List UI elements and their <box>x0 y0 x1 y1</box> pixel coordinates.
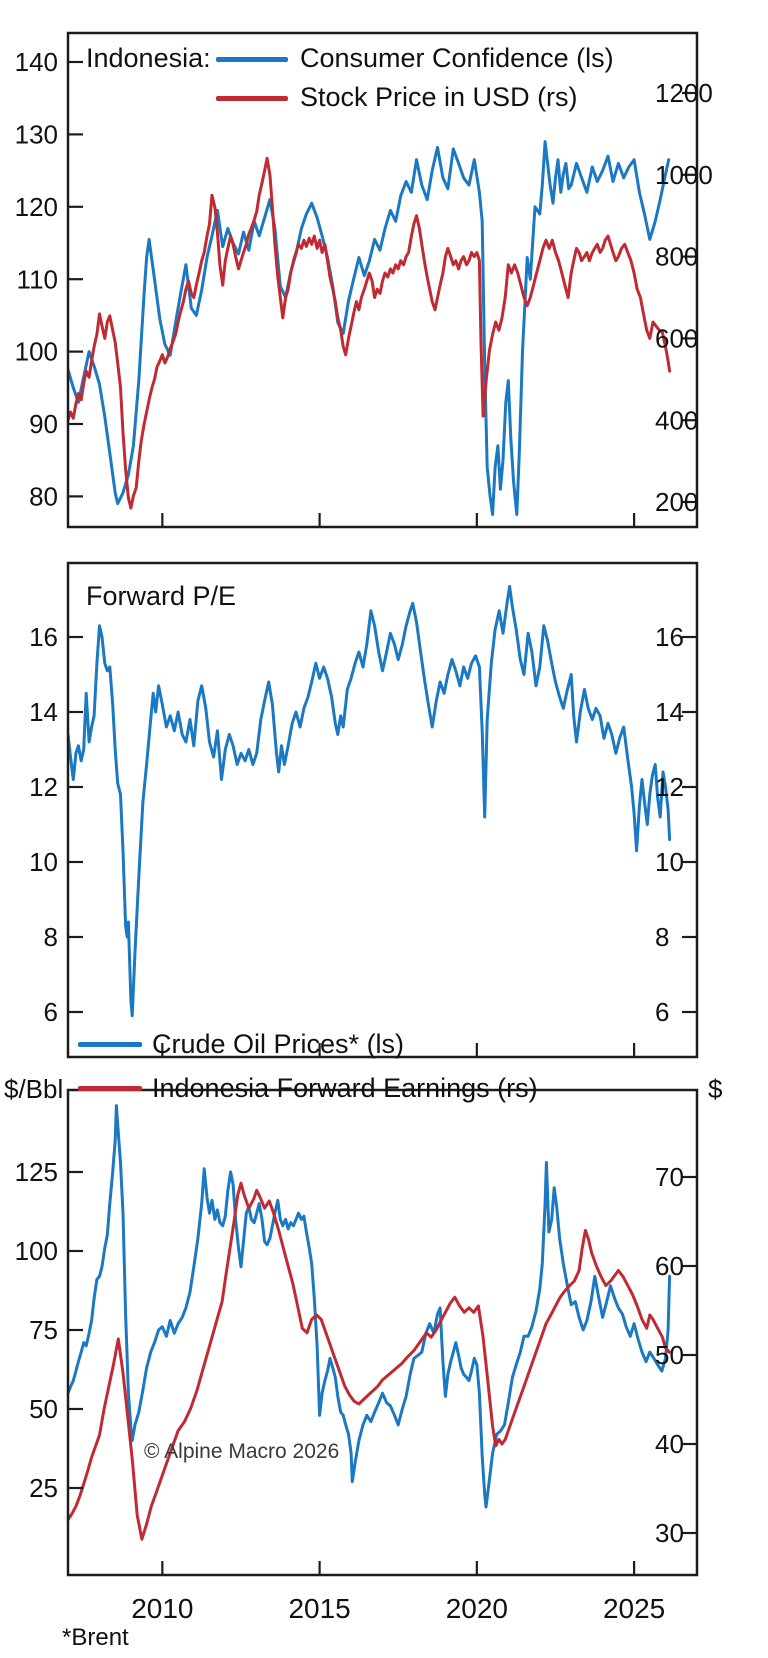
legend-label-consumer-confidence: Consumer Confidence (ls) <box>300 43 614 73</box>
axis-tick-label: 10 <box>655 847 684 877</box>
axis-tick-label: 90 <box>29 409 58 439</box>
legend-swatch-stock-price <box>216 96 288 101</box>
axis-tick-label: 75 <box>29 1315 58 1345</box>
panel-frame-3 <box>66 1088 699 1577</box>
panel-frame-2 <box>66 561 699 1059</box>
axis-tick-label: 600 <box>655 324 698 354</box>
legend-label-forward-earnings: Indonesia Forward Earnings (rs) <box>152 1073 538 1103</box>
axis-tick-label: 70 <box>655 1162 684 1192</box>
axis-tick-label: 140 <box>15 47 58 77</box>
axis-tick-label: 6 <box>655 997 669 1027</box>
footnote-brent: *Brent <box>62 1624 129 1651</box>
axis-tick-label: 1000 <box>655 160 713 190</box>
axis-tick-label: 400 <box>655 405 698 435</box>
axis-tick-label: 60 <box>655 1251 684 1281</box>
axis-tick-label: 10 <box>29 847 58 877</box>
axis-tick-label: 16 <box>29 622 58 652</box>
series-forward-p-e <box>68 584 672 1018</box>
left-axis-unit-label: $/Bbl <box>4 1074 64 1104</box>
axis-tick-label: 200 <box>655 487 698 517</box>
legend-label-stock-price: Stock Price in USD (rs) <box>300 82 578 112</box>
panel-frame-1 <box>66 31 699 529</box>
axis-tick-label: 12 <box>29 772 58 802</box>
legend-swatch-consumer-confidence <box>216 57 288 62</box>
right-axis-unit-label: $ <box>708 1074 723 1104</box>
axis-tick-label: 14 <box>29 697 58 727</box>
panel1-title: Indonesia: <box>86 43 211 73</box>
axis-tick-label: 8 <box>655 922 669 952</box>
legend-swatch-forward-earnings <box>78 1086 142 1091</box>
legend-swatch-crude-oil <box>78 1042 142 1047</box>
panel2-title: Forward P/E <box>86 581 237 611</box>
series-indonesia-forward-earnings-rs <box>68 1181 672 1541</box>
axis-tick-label: 40 <box>655 1429 684 1459</box>
axis-tick-label: 30 <box>655 1518 684 1548</box>
axis-tick-label: 50 <box>655 1340 684 1370</box>
axis-tick-label: 800 <box>655 242 698 272</box>
axis-tick-label: 130 <box>15 120 58 150</box>
copyright-note: © Alpine Macro 2026 <box>144 1440 340 1463</box>
axis-tick-label: 14 <box>655 697 684 727</box>
axis-tick-label: 100 <box>15 1236 58 1266</box>
axis-tick-label: 110 <box>17 264 58 294</box>
axis-tick-label: 25 <box>29 1473 58 1503</box>
axis-tick-label: 6 <box>44 997 58 1027</box>
legend-label-crude-oil: Crude Oil Prices* (ls) <box>152 1029 405 1059</box>
axis-tick-label: 8 <box>44 922 58 952</box>
axis-tick-label: 125 <box>15 1157 58 1187</box>
series-crude-oil-prices-ls <box>68 1104 672 1509</box>
x-axis-tick-label: 2010 <box>131 1593 193 1624</box>
axis-tick-label: 100 <box>15 337 58 367</box>
axis-tick-label: 80 <box>29 482 58 512</box>
series-consumer-confidence-ls <box>68 140 671 516</box>
x-axis-tick-label: 2015 <box>288 1593 350 1624</box>
series-stock-price-in-usd-rs <box>68 156 672 510</box>
axis-tick-label: 16 <box>655 622 684 652</box>
x-axis-tick-label: 2020 <box>446 1593 508 1624</box>
axis-tick-label: 50 <box>29 1394 58 1424</box>
axis-tick-label: 12 <box>655 772 684 802</box>
axis-tick-label: 1200 <box>655 78 713 108</box>
axis-tick-label: 120 <box>15 192 58 222</box>
x-axis-tick-label: 2025 <box>603 1593 665 1624</box>
